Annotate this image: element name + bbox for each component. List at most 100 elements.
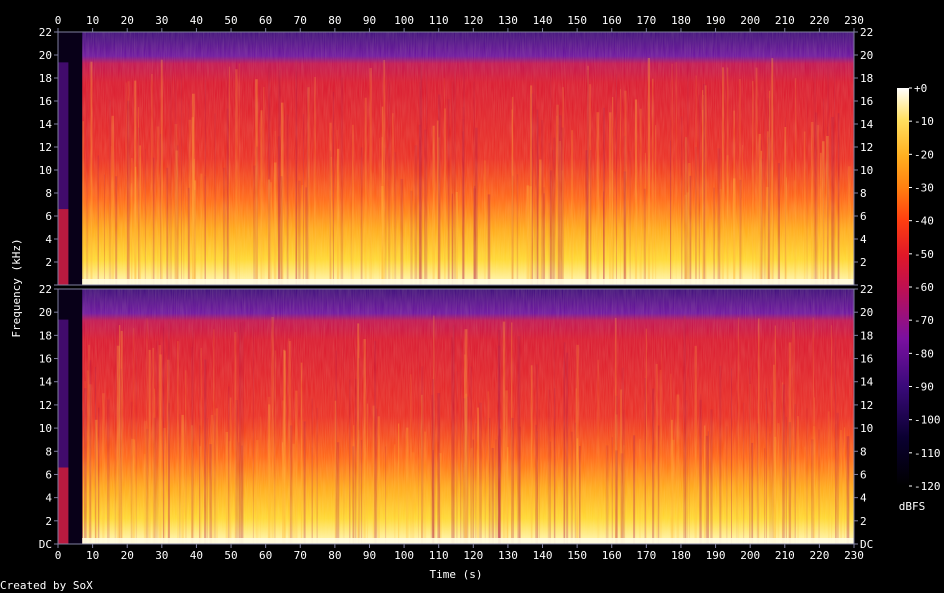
panel-frame: [57, 288, 855, 545]
x-tick-label: 210: [775, 549, 795, 562]
y-tick-label: 6: [45, 210, 52, 223]
y-tick-label: 8: [45, 187, 52, 200]
y-tick-label: 16: [39, 95, 52, 108]
x-tick-label: 190: [706, 549, 726, 562]
y-tick-label: 12: [39, 399, 52, 412]
y-tick-label: 22: [860, 283, 873, 296]
x-tick-label: 220: [809, 14, 829, 27]
x-tick-label: 10: [86, 549, 99, 562]
x-tick-label: 20: [121, 549, 134, 562]
low-frequency-band: [82, 538, 854, 544]
x-tick-label: 190: [706, 14, 726, 27]
y-tick-label: 14: [860, 118, 874, 131]
intro-residual: [58, 62, 69, 285]
x-tick-label: 140: [533, 549, 553, 562]
y-tick-label: 16: [860, 353, 873, 366]
y-tick-label: 2: [45, 256, 52, 269]
y-tick-label: 2: [860, 256, 867, 269]
y-tick-label: 10: [860, 422, 873, 435]
x-tick-label: 180: [671, 14, 691, 27]
y-tick-label: 8: [860, 445, 867, 458]
intro-residual: [58, 467, 69, 544]
colorbar-tick-label: -30: [914, 182, 934, 195]
panel-frame: [57, 31, 855, 286]
x-tick-label: 60: [259, 14, 272, 27]
y-tick-label: 4: [860, 233, 867, 246]
x-tick-label: 170: [636, 549, 656, 562]
x-tick-label: 230: [844, 549, 864, 562]
x-tick-label: 20: [121, 14, 134, 27]
colorbar-tick-label: -40: [914, 215, 934, 228]
colorbar-tick-label: -50: [914, 248, 934, 261]
x-tick-label: 30: [155, 14, 168, 27]
y-axis-label: Frequency (kHz): [10, 238, 23, 337]
x-tick-label: 130: [498, 14, 518, 27]
y-tick-label: 22: [39, 26, 52, 39]
x-tick-label: 170: [636, 14, 656, 27]
x-tick-label: 150: [567, 549, 587, 562]
y-tick-label: 10: [860, 164, 873, 177]
texture-overlay: [58, 289, 854, 544]
y-tick-label: 16: [860, 95, 873, 108]
x-tick-label: 90: [363, 14, 376, 27]
y-tick-label: 2: [860, 515, 867, 528]
y-tick-label: 10: [39, 422, 52, 435]
y-tick-label: 8: [45, 445, 52, 458]
y-tick-label: 6: [45, 468, 52, 481]
low-frequency-band: [82, 279, 854, 285]
x-tick-label: 90: [363, 549, 376, 562]
y-tick-label: 6: [860, 210, 867, 223]
x-tick-label: 160: [602, 549, 622, 562]
y-tick-label: 6: [860, 468, 867, 481]
x-tick-label: 200: [740, 549, 760, 562]
y-tick-label: 12: [860, 141, 873, 154]
x-tick-label: 50: [224, 549, 237, 562]
x-tick-label: 160: [602, 14, 622, 27]
y-tick-label: 8: [860, 187, 867, 200]
y-tick-label: 18: [39, 72, 52, 85]
x-tick-label: 130: [498, 549, 518, 562]
y-tick-label: 20: [860, 306, 873, 319]
y-tick-label: 4: [45, 492, 52, 505]
colorbar-tick-label: -80: [914, 347, 934, 360]
x-tick-label: 100: [394, 14, 414, 27]
colorbar-scale: [897, 88, 909, 486]
colorbar-tick-label: -70: [914, 314, 934, 327]
x-tick-label: 120: [463, 549, 483, 562]
y-tick-label: 2: [45, 515, 52, 528]
x-tick-label: 150: [567, 14, 587, 27]
channel-panel: [58, 32, 854, 285]
texture-overlay: [58, 32, 854, 285]
x-tick-label: 110: [429, 549, 449, 562]
y-tick-label: DC: [860, 538, 873, 551]
x-tick-label: 110: [429, 14, 449, 27]
x-tick-label: 230: [844, 14, 864, 27]
y-tick-label: 22: [39, 283, 52, 296]
y-tick-label: 14: [39, 118, 53, 131]
colorbar-tick-label: +0: [914, 82, 927, 95]
y-tick-label: 18: [860, 72, 873, 85]
colorbar-tick-label: -120: [914, 480, 941, 493]
x-tick-label: 140: [533, 14, 553, 27]
x-tick-label: 210: [775, 14, 795, 27]
x-tick-label: 70: [294, 14, 307, 27]
y-tick-label: 20: [860, 49, 873, 62]
colorbar-tick-label: -90: [914, 381, 934, 394]
x-tick-label: 50: [224, 14, 237, 27]
colorbar-tick-label: -60: [914, 281, 934, 294]
x-tick-label: 180: [671, 549, 691, 562]
x-tick-label: 80: [328, 549, 341, 562]
y-tick-label: 14: [39, 376, 53, 389]
y-tick-label: 4: [45, 233, 52, 246]
footer-credit: Created by SoX: [0, 579, 93, 592]
y-tick-label: 4: [860, 492, 867, 505]
x-tick-label: 80: [328, 14, 341, 27]
x-tick-label: 60: [259, 549, 272, 562]
x-tick-label: 120: [463, 14, 483, 27]
y-tick-label: DC: [39, 538, 52, 551]
x-axis-label: Time (s): [430, 568, 483, 581]
x-tick-label: 200: [740, 14, 760, 27]
x-tick-label: 100: [394, 549, 414, 562]
intro-residual: [58, 319, 69, 544]
